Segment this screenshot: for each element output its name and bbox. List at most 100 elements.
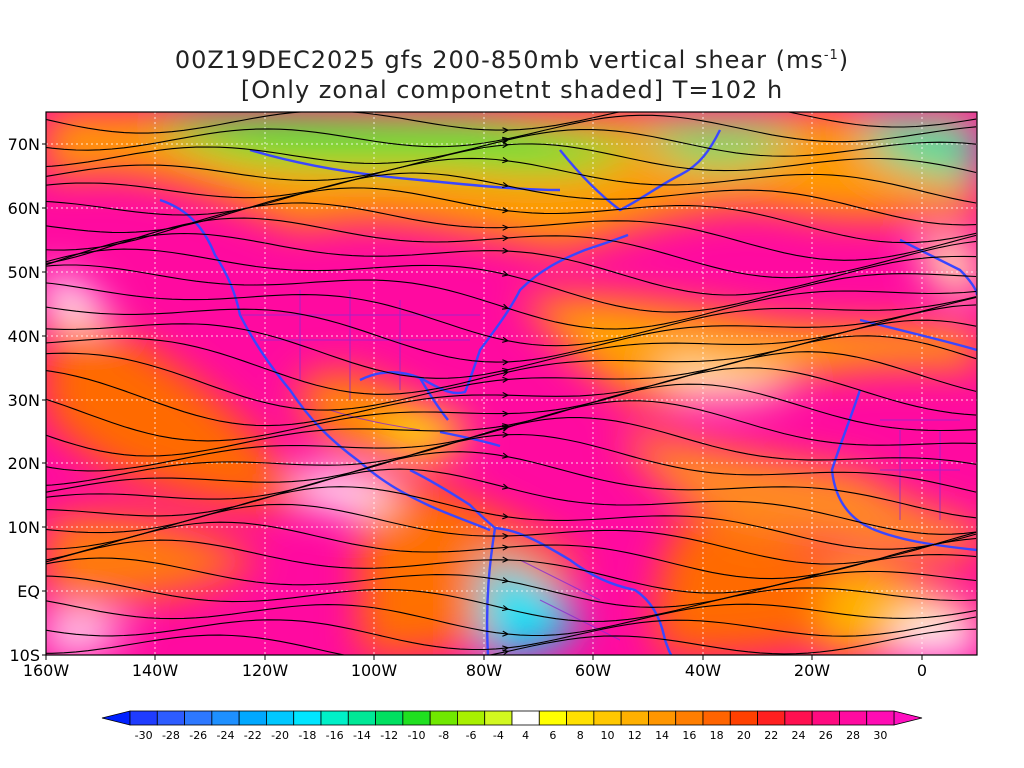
colorbar-swatch [347,710,376,726]
lon-label: 160W [23,661,70,680]
lat-label: 10S [9,646,40,665]
streamline-arrow [502,303,510,310]
map-frame [45,111,978,656]
lon-label: 120W [242,661,289,680]
map-panel [46,112,977,655]
streamline-arrow [502,181,510,189]
plot-title-line1: 00Z19DEC2025 gfs 200-850mb vertical shea… [0,46,1024,74]
political-boundaries [240,290,960,641]
lon-label: 100W [351,661,398,680]
colorbar-swatch [702,710,731,726]
streamline-arrow [502,392,510,399]
streamline-arrow [502,141,510,149]
streamline-arrow [502,431,510,438]
colorbar-swatch [839,710,868,726]
colorbar-swatch [620,710,649,726]
streamline-arrow [502,157,510,164]
colorbar-label: -4 [493,729,504,742]
colorbar-high-arrow [893,710,923,726]
colorbar-label: -12 [380,729,398,742]
longitude-axis: 160W 140W 120W 100W 80W 60W 40W 20W 0 [23,655,927,680]
colorbar-swatch [156,710,185,726]
colorbar-swatch [484,710,513,726]
colorbar-label: 14 [655,729,669,742]
colorbar-swatch [784,710,813,726]
streamline-arrow [502,336,510,343]
streamline-arrow [502,224,510,231]
streamline-arrow [502,577,510,584]
colorbar-label: -6 [466,729,477,742]
lat-label: 20N [8,454,40,473]
colorbar-swatch [293,710,322,726]
colorbar-label: -22 [244,729,262,742]
colorbar-label: -18 [298,729,316,742]
title-text: 00Z19DEC2025 gfs 200-850mb vertical shea… [174,46,824,74]
colorbar-label: 4 [522,729,529,742]
colorbar-swatch [566,710,595,726]
colorbar: -30 -28 -26 -24 -22 -20 -18 -16 -14 -12 -10 -8 -6 -4 4… [101,710,923,742]
colorbar-label: 6 [549,729,556,742]
latitude-axis: 70N 60N 50N 40N 30N 20N 10N EQ 10S [8,135,46,665]
streamline-arrow [502,544,510,551]
streamline-arrow [502,207,510,214]
colorbar-swatch [375,710,404,726]
colorbar-label: 22 [764,729,778,742]
streamline-arrow [501,270,510,277]
streamline-arrow [502,452,510,459]
colorbar-label: 16 [682,729,696,742]
colorbar-swatch [675,710,704,726]
colorbar-swatch [648,710,677,726]
streamline-arrow [502,630,510,637]
plot-title-line2: [Only zonal componetnt shaded] T=102 h [240,76,784,104]
colorbar-low-arrow [101,710,131,726]
lon-label: 140W [132,661,179,680]
colorbar-label: -20 [271,729,289,742]
streamline-arrow [501,605,510,612]
colorbar-swatch [266,710,295,726]
colorbar-swatch [457,710,486,726]
lat-label: 10N [8,518,40,537]
colorbar-label: -14 [353,729,371,742]
streamline-arrow [502,649,510,655]
streamline-arrow [502,137,510,145]
shear-shading [46,112,977,655]
colorbar-label: 12 [628,729,642,742]
streamline-arrow [502,376,510,383]
lat-label: 30N [8,391,40,410]
colorbar-swatch [211,710,240,726]
streamline-arrow [502,247,510,254]
colorbar-swatch [811,710,840,726]
colorbar-swatch [320,710,349,726]
streamline-arrow [502,556,510,563]
lon-label: 60W [575,661,611,680]
colorbar-label: -24 [217,729,235,742]
streamline-arrow [501,424,510,431]
colorbar-label: -16 [326,729,344,742]
colorbar-label: 30 [873,729,887,742]
colorbar-swatch [402,710,431,726]
streamline-arrow [501,483,510,490]
colorbar-swatch [866,710,895,726]
streamline-arrow [502,127,510,134]
colorbar-swatch [238,710,267,726]
lat-label: 40N [8,327,40,346]
streamline-arrow [502,136,510,143]
streamline-arrow [502,359,510,366]
colorbar-label: 18 [710,729,724,742]
lon-label: 0 [917,661,927,680]
lon-label: 20W [794,661,830,680]
colorbar-swatch [593,710,622,726]
colorbar-label: 24 [792,729,806,742]
colorbar-swatch [757,710,786,726]
lat-label: 60N [8,199,40,218]
lat-label: 70N [8,135,40,154]
title-close-paren: ) [838,46,850,74]
colorbar-label: -30 [135,729,153,742]
colorbar-label: 10 [601,729,615,742]
colorbar-label: -28 [162,729,180,742]
title-unit-exponent: -1 [823,48,839,63]
lon-label: 40W [685,661,721,680]
streamline-arrow [502,513,510,520]
colorbar-label: 28 [846,729,860,742]
